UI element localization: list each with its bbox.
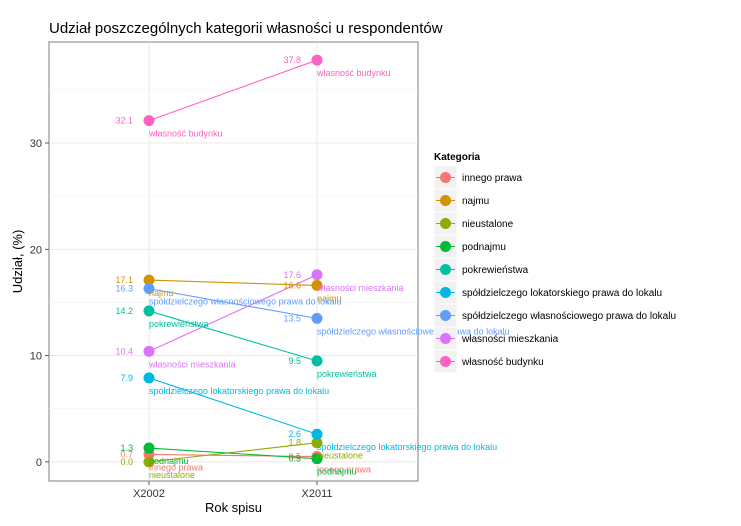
legend-item-label: spółdzielczego lokatorskiego prawa do lo…	[462, 288, 662, 299]
legend-key-point	[440, 241, 451, 252]
y-axis-title: Udział, (%)	[10, 230, 25, 294]
legend-key-point	[440, 218, 451, 229]
x-axis-title: Rok spisu	[205, 500, 262, 515]
legend-item-label: pokrewieństwa	[462, 265, 529, 276]
series-line	[148, 453, 318, 458]
series-point-label: własność budynku	[148, 129, 223, 139]
series-point-label: pokrewieństwa	[149, 319, 209, 329]
value-label: 16.6	[283, 280, 301, 290]
legend-key-point	[440, 310, 451, 321]
value-label: 14.2	[115, 306, 133, 316]
series-line	[148, 288, 318, 319]
y-tick-label: 20	[30, 244, 42, 256]
data-point	[143, 305, 155, 317]
series-point-label: pokrewieństwa	[317, 369, 377, 379]
series-point-label: własności mieszkania	[316, 283, 404, 293]
legend-item-label: najmu	[462, 196, 489, 207]
value-label: 0.5	[288, 452, 301, 462]
series-point-label: własność budynku	[316, 68, 391, 78]
value-label: 10.4	[115, 346, 133, 356]
legend-key-point	[440, 195, 451, 206]
data-point	[311, 54, 323, 66]
value-label: 13.5	[283, 313, 301, 323]
data-point	[311, 269, 323, 281]
legend-key-point	[440, 172, 451, 183]
data-point	[143, 456, 155, 468]
series-line	[148, 377, 318, 435]
value-label: 9.5	[288, 356, 301, 366]
value-label: 32.1	[115, 116, 133, 126]
series-line	[148, 279, 318, 286]
legend-item-label: nieustalone	[462, 219, 514, 230]
value-label: 2.6	[288, 429, 301, 439]
data-point	[311, 453, 323, 465]
value-label: 0.3	[288, 454, 301, 464]
series-point-label: nieustalone	[317, 451, 363, 461]
value-label: 0.0	[120, 457, 133, 467]
legend-key-point	[440, 264, 451, 275]
data-point	[143, 442, 155, 454]
data-point	[311, 428, 323, 440]
legend-title: Kategoria	[434, 152, 481, 163]
series-line	[148, 442, 318, 463]
value-label: 17.1	[115, 275, 133, 285]
data-point	[143, 115, 155, 127]
series-point-label: podnajmu	[149, 456, 189, 466]
data-point	[311, 437, 323, 449]
series-point-label: innego prawa	[317, 465, 371, 475]
series-line	[148, 310, 318, 362]
value-label: 0.7	[120, 449, 133, 459]
legend-item-label: własności mieszkania	[461, 334, 559, 345]
series-point-label: innego prawa	[149, 462, 203, 472]
value-label: 1.3	[120, 443, 133, 453]
y-tick-label: 0	[36, 457, 42, 469]
plot-panel	[48, 41, 419, 482]
legend-item-label: własność budynku	[461, 357, 544, 368]
series-line	[148, 447, 318, 460]
series-point-label: najmu	[149, 288, 174, 298]
value-label: 37.8	[283, 55, 301, 65]
series-point-label: nieustalone	[149, 470, 195, 480]
data-point	[143, 274, 155, 286]
x-tick-label: X2002	[133, 488, 165, 500]
series-point-label: podnajmu	[317, 467, 357, 477]
data-point	[311, 279, 323, 291]
legend-key-point	[440, 356, 451, 367]
data-point	[143, 372, 155, 384]
data-point	[311, 355, 323, 367]
legend-key-point	[440, 287, 451, 298]
legend-item-label: innego prawa	[462, 173, 522, 184]
value-label: 1.8	[288, 438, 301, 448]
series-point-label: spółdzielczego lokatorskiego prawa do lo…	[317, 442, 497, 452]
chart-title: Udział poszczególnych kategorii własnośc…	[49, 20, 443, 37]
legend-item-label: podnajmu	[462, 242, 506, 253]
data-point	[311, 312, 323, 324]
series-point-label: spółdzielczego własnościowego prawa do l…	[149, 297, 342, 307]
series-point-label: własności mieszkania	[148, 359, 236, 369]
series-point-label: spółdzielczego własnościowego prawa do l…	[317, 326, 510, 336]
legend-item-label: spółdzielczego własnościowego prawa do l…	[462, 311, 676, 322]
y-tick-label: 30	[30, 138, 42, 150]
x-tick-label: X2011	[302, 488, 333, 500]
data-point	[143, 345, 155, 357]
value-label: 7.9	[120, 373, 133, 383]
data-point	[143, 283, 155, 295]
legend-key-point	[440, 333, 451, 344]
value-label: 16.3	[115, 284, 133, 294]
y-tick-label: 10	[30, 351, 42, 363]
series-line	[148, 59, 318, 122]
value-label: 17.6	[283, 270, 301, 280]
series-line	[148, 274, 318, 352]
series-point-label: spółdzielczego lokatorskiego prawa do lo…	[149, 386, 329, 396]
series-point-label: najmu	[317, 293, 342, 303]
